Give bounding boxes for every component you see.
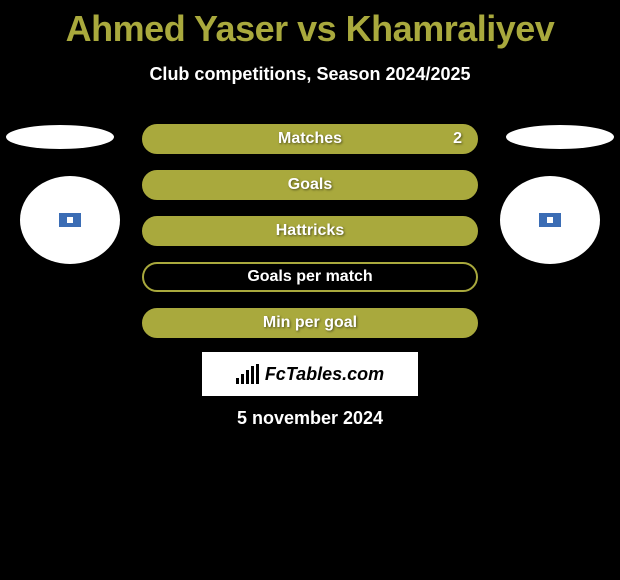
brand-badge: FcTables.com bbox=[202, 352, 418, 396]
stat-label: Goals per match bbox=[247, 268, 372, 286]
stat-label: Goals bbox=[288, 176, 332, 194]
stat-label: Min per goal bbox=[263, 314, 357, 332]
stat-row-min-per-goal: Min per goal bbox=[142, 308, 478, 338]
stat-row-goals-per-match: Goals per match bbox=[142, 262, 478, 292]
stat-label: Matches bbox=[278, 130, 342, 148]
player-avatar-left bbox=[20, 176, 120, 264]
decorative-ellipse-left bbox=[6, 125, 114, 149]
stats-panel: Matches 2 Goals Hattricks Goals per matc… bbox=[142, 124, 478, 354]
stat-row-matches: Matches 2 bbox=[142, 124, 478, 154]
bar-chart-icon bbox=[236, 364, 259, 384]
brand-text: FcTables.com bbox=[265, 364, 384, 385]
decorative-ellipse-right bbox=[506, 125, 614, 149]
flag-icon bbox=[59, 213, 81, 227]
stat-value-right: 2 bbox=[453, 130, 462, 148]
stat-label: Hattricks bbox=[276, 222, 344, 240]
page-title: Ahmed Yaser vs Khamraliyev bbox=[0, 0, 620, 50]
page-subtitle: Club competitions, Season 2024/2025 bbox=[0, 64, 620, 85]
stat-row-hattricks: Hattricks bbox=[142, 216, 478, 246]
footer-date: 5 november 2024 bbox=[0, 408, 620, 429]
player-avatar-right bbox=[500, 176, 600, 264]
flag-icon bbox=[539, 213, 561, 227]
stat-row-goals: Goals bbox=[142, 170, 478, 200]
